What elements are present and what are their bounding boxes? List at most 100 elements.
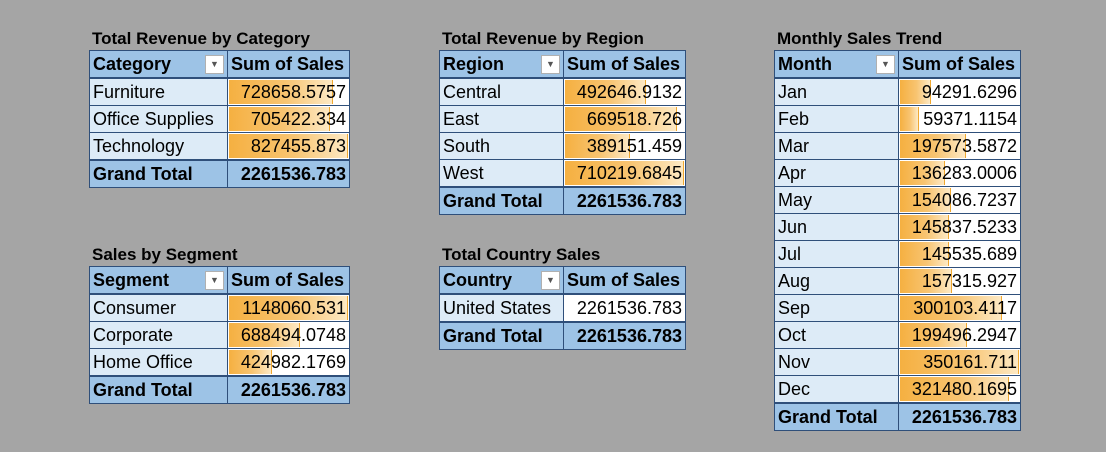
data-bar [229,323,300,347]
data-bar [229,350,272,374]
filter-dropdown-icon[interactable]: ▼ [876,54,895,74]
filter-dropdown-icon[interactable]: ▼ [205,54,224,74]
data-bar [229,134,348,158]
table-row: Sep 300103.4117 [774,294,1021,322]
table-row: Consumer 1148060.531 [89,293,350,322]
grand-total-value[interactable]: 2261536.783 [563,186,686,215]
value-cell[interactable]: 389151.459 [563,132,686,160]
row-label-cell[interactable]: Home Office [89,348,228,377]
value-cell[interactable]: 145837.5233 [898,213,1021,241]
values-header: Sum of Sales [563,50,686,79]
value-cell[interactable]: 827455.873 [227,132,350,161]
row-label-cell[interactable]: Jan [774,77,899,106]
value-text: 94291.6296 [921,81,1017,102]
row-label-cell[interactable]: Office Supplies [89,105,228,133]
row-label-cell[interactable]: Aug [774,267,899,295]
pivot-table: Month ▼ Sum of Sales Jan 94291.6296 Feb 59371.… [774,50,1021,431]
filter-dropdown-icon[interactable]: ▼ [541,270,560,290]
value-cell[interactable]: 705422.334 [227,105,350,133]
row-label-cell[interactable]: South [439,132,564,160]
filter-dropdown-icon[interactable]: ▼ [205,270,224,290]
row-label-cell[interactable]: Consumer [89,293,228,322]
grand-total-value[interactable]: 2261536.783 [227,375,350,404]
value-cell[interactable]: 669518.726 [563,105,686,133]
value-cell[interactable]: 94291.6296 [898,77,1021,106]
pivot-table: Category ▼ Sum of Sales Furniture 728658.575… [89,50,350,188]
filter-dropdown-icon[interactable]: ▼ [541,54,560,74]
row-label-cell[interactable]: Sep [774,294,899,322]
value-cell[interactable]: 59371.1154 [898,105,1021,133]
pivot-category: Total Revenue by Category Category ▼ Sum of… [89,28,350,188]
grand-total-label[interactable]: Grand Total [89,159,228,188]
value-cell[interactable]: 321480.1695 [898,375,1021,404]
value-cell[interactable]: 728658.5757 [227,77,350,106]
row-label-cell[interactable]: Nov [774,348,899,376]
row-label-header-text: Country [443,269,512,290]
pivot-title: Sales by Segment [92,245,238,264]
value-text: 157315.927 [921,270,1017,291]
table-row: Home Office 424982.1769 [89,348,350,377]
row-label-cell[interactable]: Jul [774,240,899,268]
table-row: Dec 321480.1695 [774,375,1021,404]
value-cell[interactable]: 1148060.531 [227,293,350,322]
row-label-cell[interactable]: May [774,186,899,214]
table-row: Feb 59371.1154 [774,105,1021,133]
grand-total-label[interactable]: Grand Total [439,321,564,350]
row-label-cell[interactable]: West [439,159,564,188]
value-cell[interactable]: 199496.2947 [898,321,1021,349]
value-cell[interactable]: 154086.7237 [898,186,1021,214]
value-text: 145535.689 [921,243,1017,264]
value-cell[interactable]: 136283.0006 [898,159,1021,187]
row-label-cell[interactable]: Dec [774,375,899,404]
value-cell[interactable]: 2261536.783 [563,293,686,323]
grand-total-row: Grand Total 2261536.783 [439,321,686,350]
grand-total-label[interactable]: Grand Total [439,186,564,215]
row-label-header-text: Category [93,53,172,74]
row-label-cell[interactable]: East [439,105,564,133]
table-row: West 710219.6845 [439,159,686,188]
value-cell[interactable]: 350161.711 [898,348,1021,376]
grand-total-label[interactable]: Grand Total [774,402,899,431]
pivot-country: Total Country Sales Country ▼ Sum of Sales U… [439,244,686,350]
value-text: 492646.9132 [576,81,682,102]
grand-total-value[interactable]: 2261536.783 [563,321,686,350]
grand-total-value-text: 2261536.783 [576,190,682,211]
value-cell[interactable]: 424982.1769 [227,348,350,377]
row-label-cell[interactable]: United States [439,293,564,323]
value-cell[interactable]: 688494.0748 [227,321,350,349]
row-label-cell[interactable]: Corporate [89,321,228,349]
grand-total-value[interactable]: 2261536.783 [898,402,1021,431]
value-text: 199496.2947 [911,324,1017,345]
value-text: 350161.711 [923,351,1017,372]
data-bar [900,350,1019,374]
data-bar [565,161,684,185]
table-row: Technology 827455.873 [89,132,350,161]
row-label-cell[interactable]: Jun [774,213,899,241]
row-label-cell[interactable]: Mar [774,132,899,160]
table-row: Aug 157315.927 [774,267,1021,295]
value-cell[interactable]: 197573.5872 [898,132,1021,160]
value-cell[interactable]: 300103.4117 [898,294,1021,322]
value-cell[interactable]: 157315.927 [898,267,1021,295]
grand-total-label[interactable]: Grand Total [89,375,228,404]
row-label-cell[interactable]: Oct [774,321,899,349]
row-label-cell[interactable]: Apr [774,159,899,187]
table-row: May 154086.7237 [774,186,1021,214]
value-cell[interactable]: 710219.6845 [563,159,686,188]
grand-total-value[interactable]: 2261536.783 [227,159,350,188]
pivot-segment: Sales by Segment Segment ▼ Sum of Sales Cons… [89,244,350,404]
pivot-title: Total Country Sales [442,245,601,264]
value-cell[interactable]: 145535.689 [898,240,1021,268]
row-label-header-text: Month [778,53,832,74]
row-label-cell[interactable]: Feb [774,105,899,133]
row-label-cell[interactable]: Central [439,77,564,106]
value-text: 705422.334 [250,108,346,129]
value-text: 1148060.531 [242,297,346,318]
data-bar [900,296,1003,320]
value-cell[interactable]: 492646.9132 [563,77,686,106]
row-label-cell[interactable]: Technology [89,132,228,161]
value-text: 710219.6845 [576,162,682,183]
value-text: 145837.5233 [911,216,1017,237]
pivot-table: Segment ▼ Sum of Sales Consumer 1148060.531 C… [89,266,350,404]
row-label-cell[interactable]: Furniture [89,77,228,106]
